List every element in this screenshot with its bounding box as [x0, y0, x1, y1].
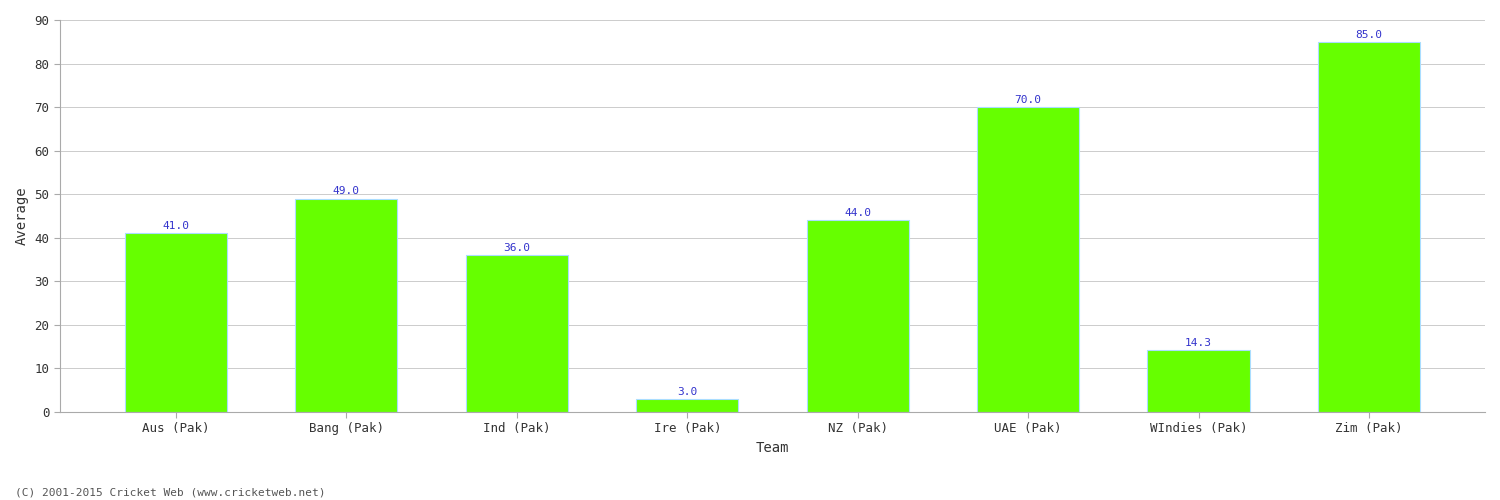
Bar	[124, 234, 226, 412]
Text: 70.0: 70.0	[1014, 95, 1041, 105]
Y-axis label: Average: Average	[15, 186, 28, 246]
Bar	[296, 198, 398, 412]
Text: (C) 2001-2015 Cricket Web (www.cricketweb.net): (C) 2001-2015 Cricket Web (www.cricketwe…	[15, 488, 326, 498]
Text: 3.0: 3.0	[676, 387, 698, 397]
Bar	[976, 107, 1080, 412]
Text: 36.0: 36.0	[504, 243, 531, 253]
Text: 49.0: 49.0	[333, 186, 360, 196]
Text: 85.0: 85.0	[1356, 30, 1383, 40]
Text: 14.3: 14.3	[1185, 338, 1212, 347]
Bar	[807, 220, 909, 412]
Text: 44.0: 44.0	[844, 208, 871, 218]
Text: 41.0: 41.0	[162, 222, 189, 232]
Bar	[1318, 42, 1420, 412]
Bar	[1148, 350, 1250, 412]
X-axis label: Team: Team	[756, 441, 789, 455]
Bar	[465, 255, 568, 412]
Bar	[636, 399, 738, 412]
